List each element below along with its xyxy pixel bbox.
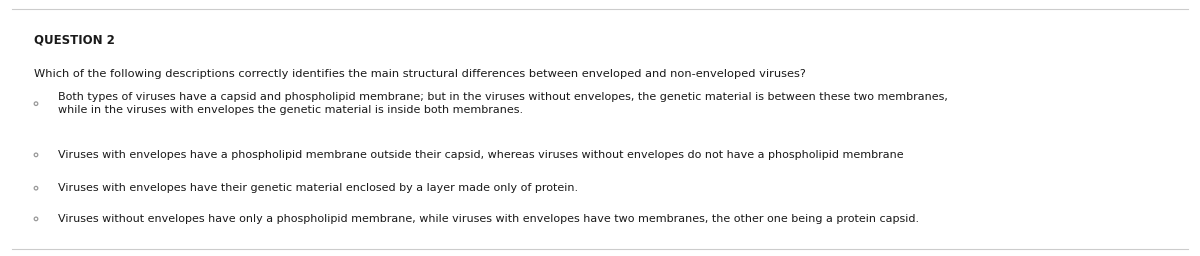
Text: Which of the following descriptions correctly identifies the main structural dif: Which of the following descriptions corr…	[34, 69, 805, 79]
Text: Both types of viruses have a capsid and phospholipid membrane; but in the viruse: Both types of viruses have a capsid and …	[58, 92, 948, 115]
Text: QUESTION 2: QUESTION 2	[34, 33, 114, 46]
Text: Viruses with envelopes have a phospholipid membrane outside their capsid, wherea: Viruses with envelopes have a phospholip…	[58, 150, 904, 160]
Text: Viruses without envelopes have only a phospholipid membrane, while viruses with : Viruses without envelopes have only a ph…	[58, 214, 919, 224]
Text: Viruses with envelopes have their genetic material enclosed by a layer made only: Viruses with envelopes have their geneti…	[58, 183, 577, 193]
